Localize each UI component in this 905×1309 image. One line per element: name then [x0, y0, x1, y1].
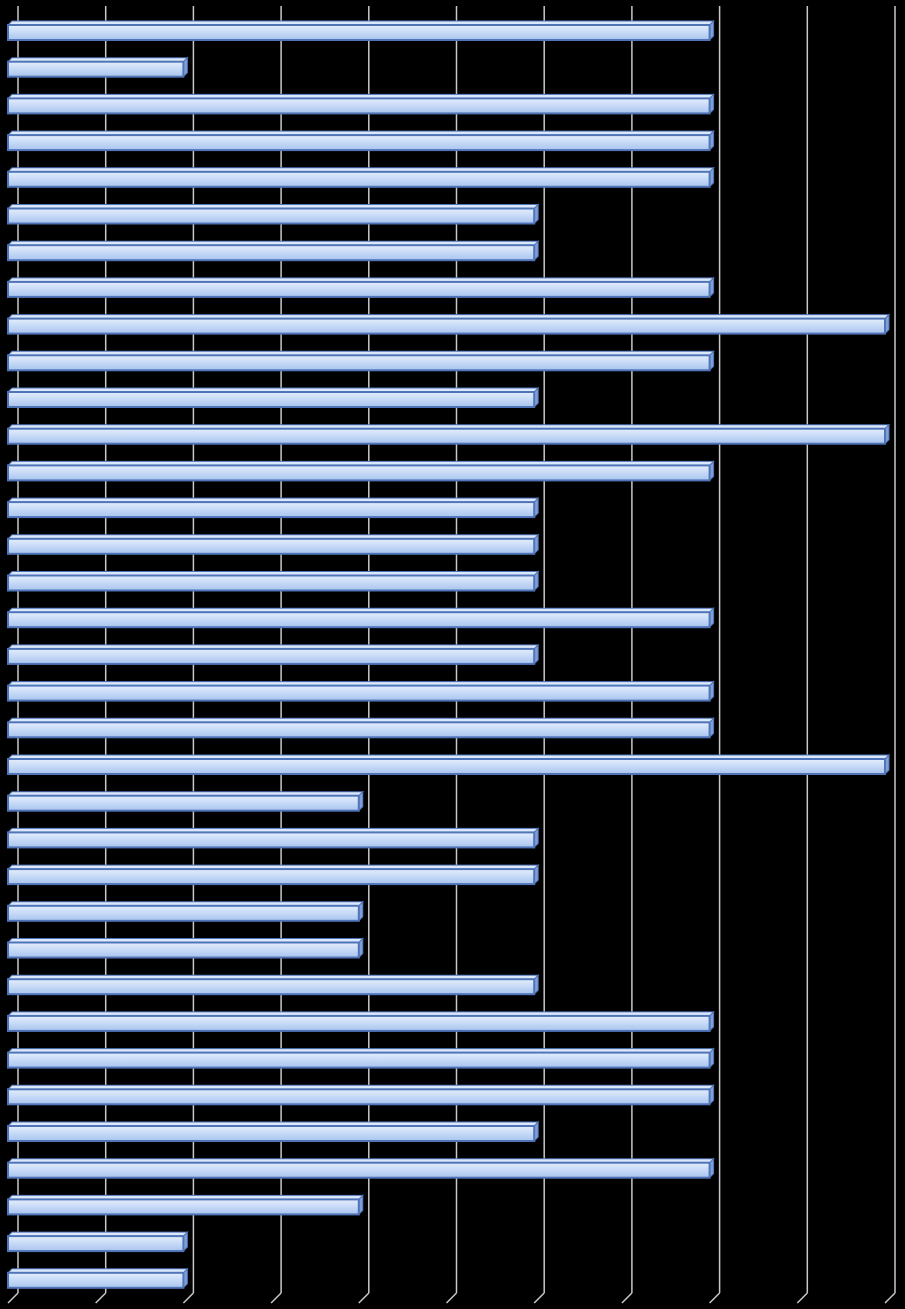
gridline-floor [445, 1292, 458, 1304]
gridline [709, 6, 721, 1304]
bar-front-face [7, 391, 536, 408]
bar [6, 900, 365, 923]
bar [6, 1157, 715, 1179]
bar [6, 239, 540, 262]
bar-front-face [7, 134, 711, 152]
bar-front-face [7, 647, 536, 665]
gridline [621, 6, 633, 1304]
bar-front-face [7, 1235, 185, 1253]
bar-front-face [7, 721, 711, 739]
bar-front-face [7, 574, 536, 592]
bar [6, 790, 365, 812]
bar [6, 166, 715, 189]
bar-front-face [7, 611, 711, 629]
gridline-floor [884, 1292, 896, 1304]
gridline [884, 6, 896, 1304]
bar-front-face [7, 1271, 185, 1289]
gridline-floor [533, 1292, 545, 1304]
gridline-floor [709, 1292, 721, 1304]
bar [6, 203, 540, 225]
bar [6, 643, 540, 666]
bar-front-face [7, 207, 536, 225]
bar-front-face [7, 501, 536, 519]
bar-front-face [7, 758, 886, 775]
bars [6, 19, 891, 1290]
bar [6, 1084, 715, 1106]
bar-front-face [7, 280, 711, 298]
bar [6, 606, 715, 629]
bar-front-face [7, 427, 886, 445]
bar-front-face [7, 868, 536, 886]
bar [6, 1194, 365, 1216]
bar [6, 1120, 540, 1143]
bar [6, 460, 715, 482]
bar-front-face [7, 97, 711, 115]
bar-front-face [7, 1161, 711, 1179]
bar-front-face [7, 1051, 711, 1069]
bar-front-face [7, 317, 886, 335]
gridline-floor [7, 1292, 19, 1304]
gridline-floor [95, 1292, 107, 1304]
bar [6, 827, 540, 849]
bar [6, 313, 891, 335]
bar-front-face [7, 794, 360, 812]
gridline-floor [182, 1292, 194, 1304]
bar-front-face [7, 1088, 711, 1106]
bar [6, 1010, 715, 1033]
bar [6, 1267, 189, 1290]
bar [6, 350, 715, 372]
bar [6, 93, 715, 115]
bar-front-face [7, 244, 536, 262]
bar [6, 386, 540, 409]
bar-front-face [7, 1198, 360, 1216]
gridline-floor [796, 1292, 808, 1304]
bar [6, 276, 715, 299]
bar [6, 56, 189, 78]
bar [6, 937, 365, 959]
bar-front-face [7, 537, 536, 555]
bar [6, 1047, 715, 1069]
bar-front-face [7, 684, 711, 702]
bar [6, 753, 891, 776]
bar [6, 19, 715, 42]
gridline-floor [621, 1292, 633, 1304]
bar [6, 717, 715, 739]
gridline [796, 6, 809, 1304]
bar [6, 1230, 189, 1253]
bar-front-face [7, 1125, 536, 1142]
bar-front-face [7, 24, 711, 41]
bar [6, 423, 891, 445]
bar-front-face [7, 941, 360, 959]
bar [6, 533, 540, 556]
gridline-floor [270, 1292, 282, 1304]
bar-front-face [7, 60, 185, 78]
bar-front-face [7, 354, 711, 372]
bar [6, 973, 540, 996]
bar [6, 680, 715, 702]
bar [6, 863, 540, 886]
bar-front-face [7, 904, 360, 922]
bar [6, 496, 540, 519]
gridline-floor [358, 1292, 370, 1304]
bar [6, 129, 715, 152]
bar-front-face [7, 831, 536, 849]
bar-front-face [7, 464, 711, 482]
bar-front-face [7, 978, 536, 996]
bar [6, 570, 540, 592]
bar-front-face [7, 1014, 711, 1032]
gridline [533, 6, 545, 1304]
bar-front-face [7, 170, 711, 188]
